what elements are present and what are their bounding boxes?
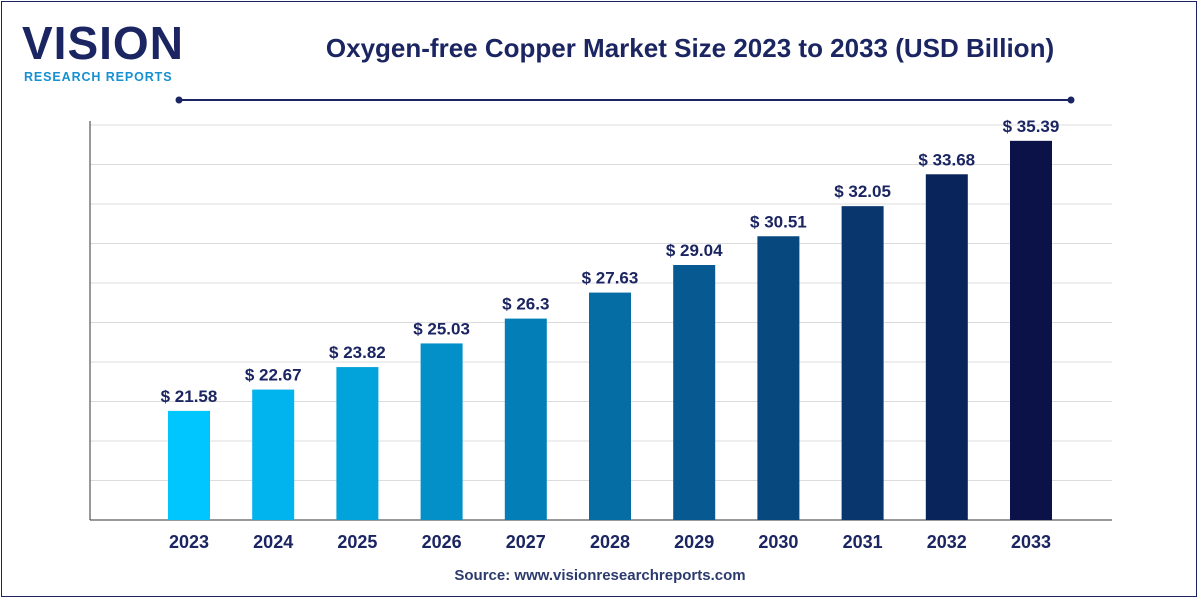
title-rule [175, 96, 1075, 104]
bar-2025 [336, 367, 379, 520]
x-tick-label: 2024 [253, 532, 293, 552]
brand-logo: VISION RESEARCH REPORTS [22, 17, 192, 84]
data-label: $ 25.03 [413, 319, 470, 338]
bar-2029 [673, 265, 716, 520]
bar-2024 [252, 389, 295, 520]
bar-2026 [420, 343, 463, 520]
x-tick-label: 2031 [843, 532, 883, 552]
x-tick-label: 2030 [758, 532, 798, 552]
data-label: $ 32.05 [834, 182, 891, 201]
data-label: $ 35.39 [1003, 117, 1060, 136]
source-note: Source: www.visionresearchreports.com [454, 567, 746, 584]
bar-2031 [841, 206, 884, 520]
data-label: $ 21.58 [161, 387, 218, 406]
chart-title: Oxygen-free Copper Market Size 2023 to 2… [325, 33, 1055, 63]
bar-chart: $ 21.58 2023 $ 22.67 2024 $ 23.82 2025 $ 25.03… [89, 117, 1112, 552]
data-label: $ 29.04 [666, 241, 723, 260]
data-label: $ 23.82 [329, 343, 386, 362]
data-label: $ 26.3 [502, 295, 549, 314]
x-tick-label: 2026 [422, 532, 462, 552]
bar-2033 [1010, 140, 1052, 520]
data-label: $ 22.67 [245, 366, 302, 385]
x-tick-label: 2023 [169, 532, 209, 552]
bar-2023 [168, 410, 210, 520]
x-tick-label: 2033 [1011, 532, 1051, 552]
logo-wordmark: VISION [22, 17, 184, 69]
x-tick-label: 2029 [674, 532, 714, 552]
x-tick-label: 2025 [337, 532, 377, 552]
logo-subtitle: RESEARCH REPORTS [24, 70, 173, 84]
data-label: $ 27.63 [582, 269, 639, 288]
x-tick-label: 2027 [506, 532, 546, 552]
data-label: $ 33.68 [918, 150, 975, 169]
bar-2027 [504, 318, 547, 520]
data-label: $ 30.51 [750, 212, 807, 231]
bar-2028 [589, 292, 631, 520]
bar-2030 [757, 236, 800, 521]
x-tick-label: 2032 [927, 532, 967, 552]
x-tick-label: 2028 [590, 532, 630, 552]
bar-2032 [925, 174, 968, 520]
